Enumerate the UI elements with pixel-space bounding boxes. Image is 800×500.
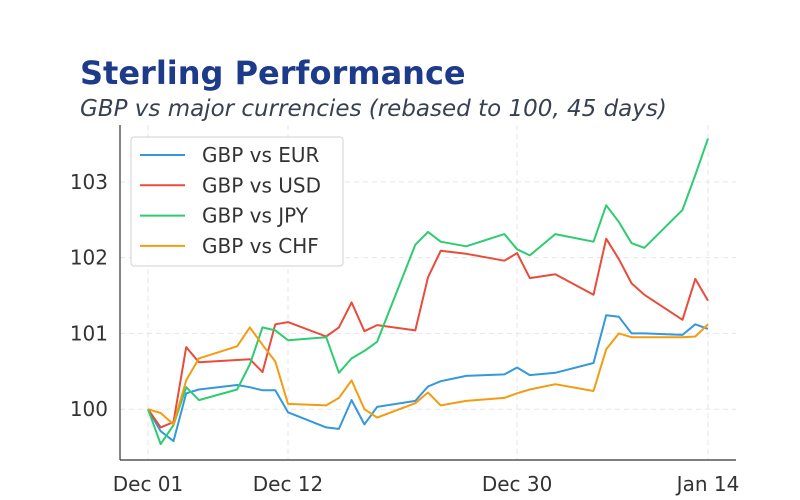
- x-tick-label: Dec 01: [113, 472, 184, 496]
- y-tick-label: 103: [70, 170, 108, 194]
- y-tick-label: 102: [70, 246, 108, 270]
- legend-label: GBP vs USD: [202, 173, 321, 197]
- legend-label: GBP vs JPY: [202, 204, 309, 228]
- series-line-gbp-vs-usd: [147, 237, 709, 429]
- series-line-gbp-vs-jpy: [147, 138, 709, 446]
- chart-subtitle: GBP vs major currencies (rebased to 100,…: [80, 96, 667, 122]
- legend: [130, 136, 344, 267]
- series-line-gbp-vs-eur: [147, 314, 709, 443]
- x-tick-label: Dec 12: [253, 472, 324, 496]
- series-line-gbp-vs-chf: [147, 323, 709, 426]
- y-tick-label: 100: [70, 397, 108, 421]
- x-tick-label: Jan 14: [675, 472, 740, 496]
- legend-label: GBP vs CHF: [202, 234, 319, 258]
- chart-title: Sterling Performance: [80, 54, 466, 92]
- x-tick-label: Dec 30: [482, 472, 553, 496]
- legend-label: GBP vs EUR: [202, 143, 320, 167]
- y-tick-label: 101: [70, 321, 108, 345]
